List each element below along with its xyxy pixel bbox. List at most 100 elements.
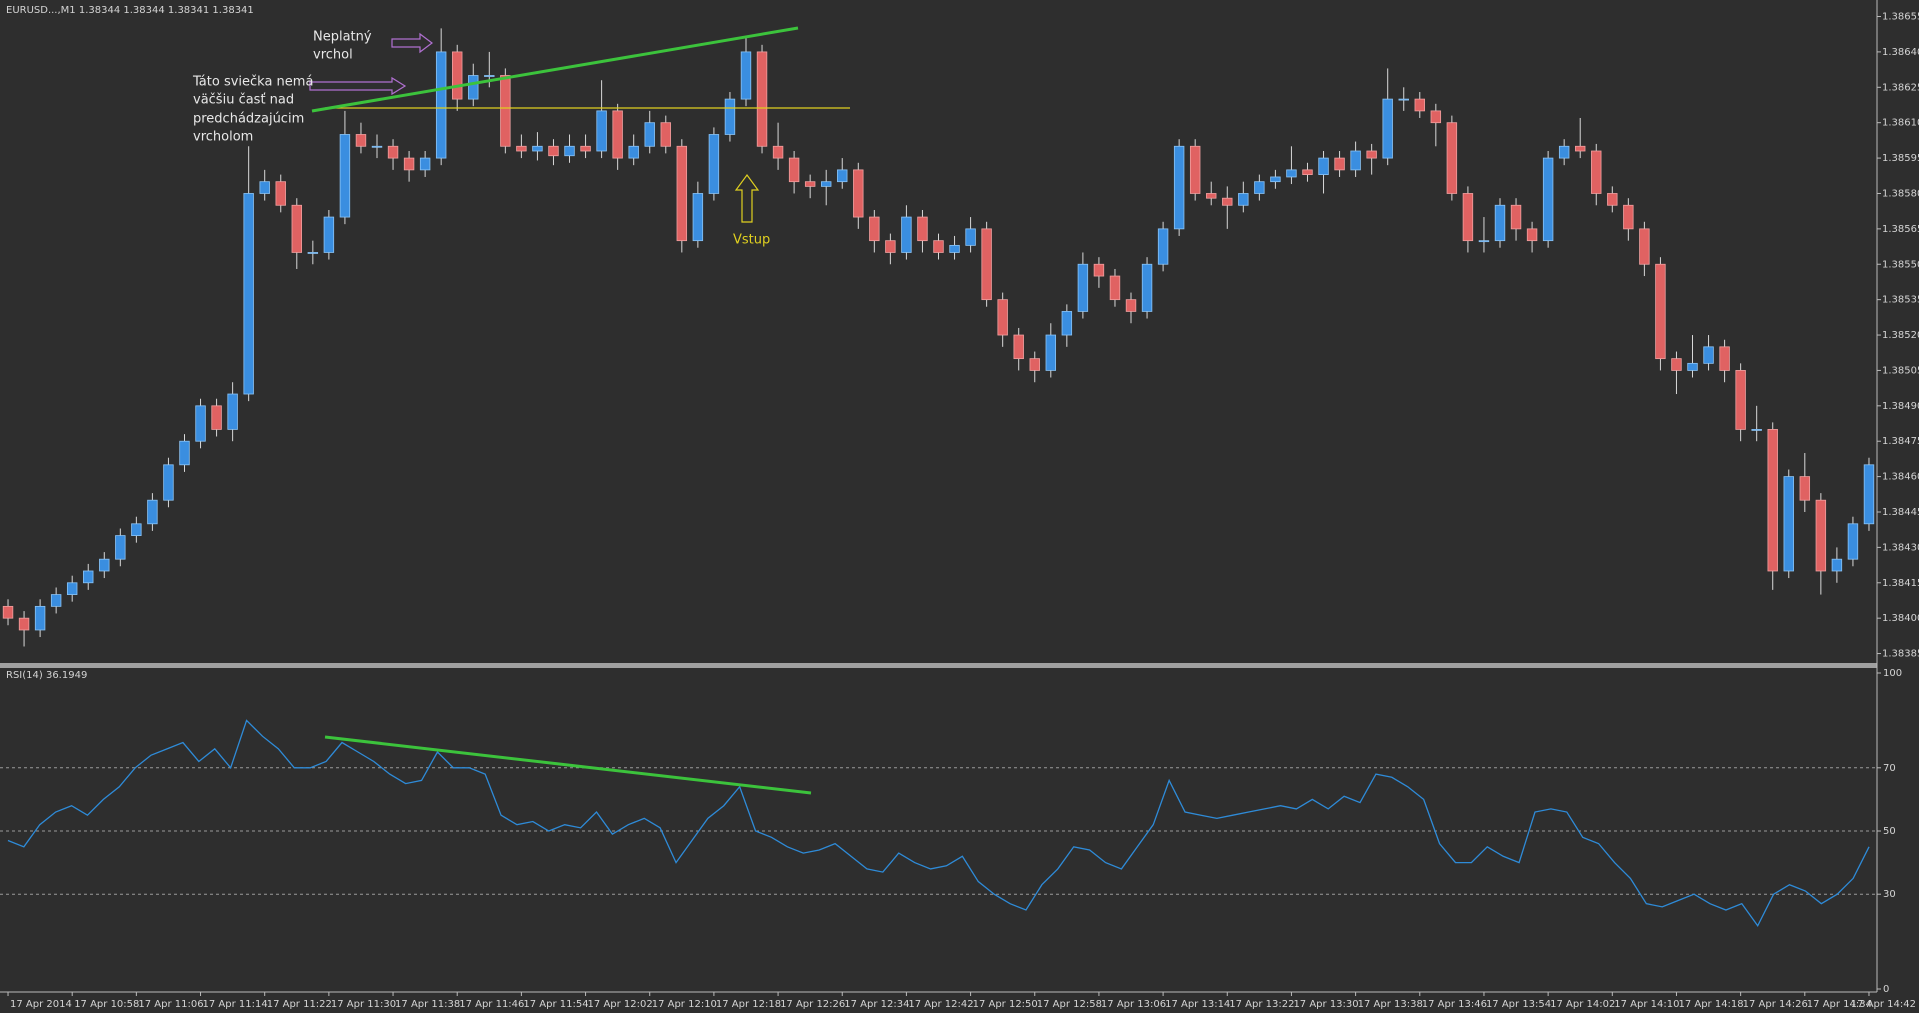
candle-body: [1382, 98, 1393, 159]
candle-body: [2, 605, 14, 619]
candle-body: [1222, 197, 1233, 206]
y-tick-label: 30: [1883, 889, 1896, 900]
candle-body: [676, 145, 688, 242]
candle-body: [1302, 169, 1313, 175]
candle-body: [1286, 169, 1297, 178]
candle-body: [804, 181, 816, 187]
x-tick-label: 17 Apr 12:50: [973, 999, 1038, 1010]
x-tick-label: 17 Apr 12:26: [780, 999, 845, 1010]
candle-body: [965, 228, 976, 246]
candle-body: [1542, 157, 1554, 242]
chart-header: EURUSD...,M1 1.38344 1.38344 1.38341 1.3…: [6, 5, 254, 16]
candle-body: [147, 499, 158, 525]
x-tick-label: 17 Apr 12:42: [908, 999, 973, 1010]
y-tick-label: 1.38490: [1882, 401, 1919, 412]
candle-body: [1831, 558, 1843, 572]
rsi-line: [7, 719, 1870, 928]
x-tick-label: 17 Apr 2014: [10, 999, 72, 1010]
candle-body: [1350, 150, 1361, 171]
candle-body: [1029, 358, 1040, 371]
candle-body: [708, 134, 720, 194]
candle-body: [1173, 145, 1185, 230]
y-tick-label: 1.38565: [1882, 224, 1919, 235]
annotation: väčšiu časť nad: [193, 93, 294, 108]
candle-body: [179, 440, 190, 466]
candle-body: [1430, 110, 1442, 124]
candle-body: [756, 51, 768, 147]
candle-body: [387, 145, 399, 159]
entry-arrow: [734, 173, 760, 223]
candle-body: [1125, 299, 1137, 312]
candle-body: [564, 145, 575, 157]
y-tick-label: 1.38610: [1882, 118, 1919, 129]
candle-body: [484, 75, 495, 77]
y-tick-label: 1.38595: [1882, 153, 1919, 164]
candle-body: [275, 181, 286, 206]
candle-body: [853, 169, 864, 218]
candle-body: [1093, 263, 1105, 277]
x-tick-label: 17 Apr 14:42: [1851, 999, 1916, 1010]
panel-separator: [0, 663, 1877, 668]
candle-body: [1735, 370, 1746, 430]
candle-body: [66, 582, 78, 595]
candle-body: [772, 145, 784, 159]
candle-body: [1189, 145, 1201, 194]
candle-body: [259, 181, 270, 194]
x-tick-label: 17 Apr 13:54: [1486, 999, 1551, 1010]
y-tick-label: 50: [1883, 826, 1896, 837]
x-tick-label: 17 Apr 14:02: [1550, 999, 1615, 1010]
x-tick-label: 17 Apr 14:10: [1614, 999, 1679, 1010]
x-tick-label: 17 Apr 12:58: [1037, 999, 1102, 1010]
plot-area: [0, 16, 1881, 996]
candle-body: [211, 405, 222, 430]
candle-body: [131, 523, 142, 536]
y-tick-label: 1.38430: [1882, 542, 1919, 553]
candle-body: [1783, 476, 1794, 572]
candle-body: [339, 134, 351, 218]
candle-body: [1414, 98, 1425, 112]
indicator-title: RSI(14) 36.1949: [6, 670, 87, 681]
x-tick-label: 17 Apr 14:34: [1807, 999, 1872, 1010]
arrow: [391, 32, 433, 54]
x-tick-label: 17 Apr 13:22: [1229, 999, 1294, 1010]
y-tick-label: 1.38415: [1882, 578, 1919, 589]
x-tick-label: 17 Apr 12:34: [844, 999, 909, 1010]
x-tick-label: 17 Apr 12:18: [716, 999, 781, 1010]
candle-body: [1687, 362, 1698, 371]
candle-body: [997, 299, 1008, 336]
candle-body: [788, 157, 800, 183]
candle-body: [1815, 499, 1827, 572]
candle-body: [371, 145, 383, 148]
candle-body: [1671, 358, 1682, 371]
candle-body: [323, 216, 335, 253]
candle-body: [820, 181, 832, 187]
x-tick-label: 17 Apr 11:14: [203, 999, 268, 1010]
candle-body: [692, 193, 704, 242]
candle-body: [1206, 193, 1217, 199]
x-tick-label: 17 Apr 13:14: [1165, 999, 1230, 1010]
y-tick-label: 1.38625: [1882, 82, 1919, 93]
candle-body: [1077, 263, 1089, 312]
candle-body: [901, 216, 912, 253]
candle-body: [1494, 204, 1506, 242]
y-tick-label: 70: [1883, 763, 1896, 774]
y-tick-label: 1.38535: [1882, 295, 1919, 306]
candle-body: [885, 240, 896, 253]
candle-body: [981, 228, 992, 301]
candle-body: [1334, 157, 1345, 171]
x-tick-label: 17 Apr 12:02: [588, 999, 653, 1010]
x-tick-label: 17 Apr 14:26: [1743, 999, 1808, 1010]
candle-body: [1863, 464, 1875, 525]
candle-body: [1013, 334, 1024, 360]
candle-body: [660, 122, 671, 147]
x-tick-label: 17 Apr 11:06: [138, 999, 203, 1010]
candle-body: [1478, 240, 1490, 243]
candle-body: [1366, 150, 1377, 159]
x-tick-label: 17 Apr 10:58: [74, 999, 139, 1010]
candle-body: [195, 405, 206, 442]
candle-body: [1623, 204, 1634, 230]
candle-body: [949, 244, 960, 253]
candle-body: [596, 110, 607, 152]
